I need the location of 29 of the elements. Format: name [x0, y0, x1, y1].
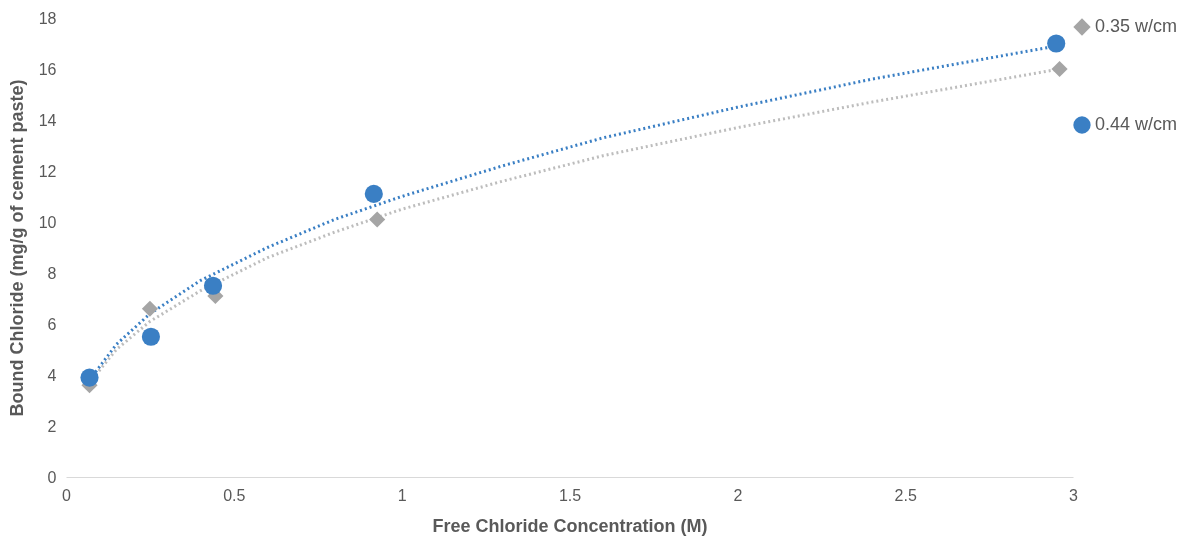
point: [364, 184, 383, 204]
point: [141, 300, 158, 317]
x-tick-label: 0: [62, 486, 72, 504]
point: [80, 368, 99, 387]
y-tick-label: 10: [38, 213, 57, 231]
y-tick-label: 12: [38, 162, 57, 180]
x-tick-label: 1: [397, 486, 407, 504]
y-tick-label: 6: [47, 315, 57, 333]
point: [1051, 60, 1068, 78]
x-axis-title: Free Chloride Concentration (M): [432, 515, 708, 536]
legend-label: 0.44 w/cm: [1095, 114, 1178, 134]
x-tick-label: 2: [733, 486, 743, 504]
x-tick-label: 2.5: [894, 486, 917, 504]
x-tick-label: 3: [1069, 486, 1079, 504]
y-tick-label: 8: [47, 264, 57, 282]
y-tick-label: 0: [47, 468, 57, 486]
y-tick-label: 4: [47, 366, 57, 384]
y-axis-title: Bound Chloride (mg/g of cement paste): [6, 79, 27, 417]
y-tick-label: 14: [38, 111, 57, 129]
point: [141, 327, 161, 346]
y-tick-label: 2: [47, 417, 57, 435]
point: [1047, 34, 1066, 53]
legend-label: 0.35 w/cm: [1095, 16, 1178, 36]
y-tick-label: 18: [38, 9, 57, 27]
point: [203, 276, 223, 295]
x-tick-label: 1.5: [558, 486, 582, 504]
x-tick-label: 0.5: [223, 486, 246, 504]
y-tick-label: 16: [38, 60, 57, 78]
point: [369, 211, 386, 228]
